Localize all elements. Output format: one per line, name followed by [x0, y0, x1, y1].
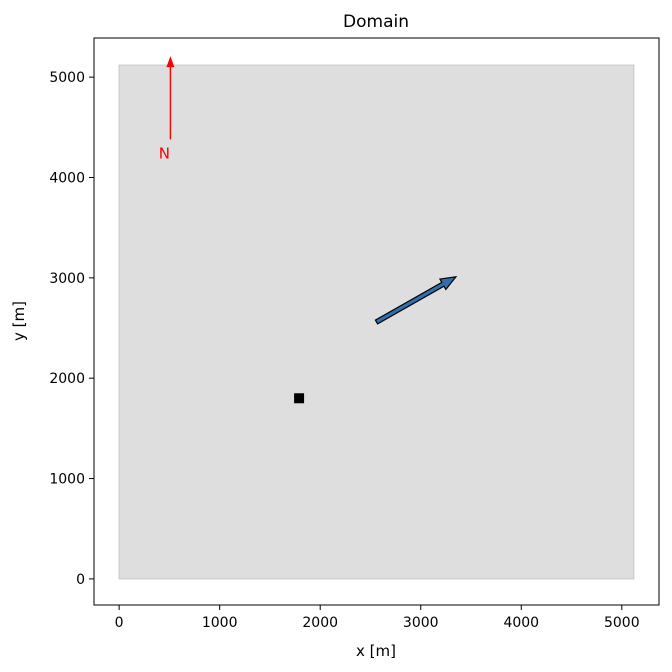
chart-title: Domain: [343, 12, 409, 32]
axes-frame: [93, 37, 660, 606]
y-tick-label: 3000: [49, 271, 85, 287]
y-tick-label: 4000: [49, 170, 85, 186]
y-tick-label: 2000: [49, 371, 85, 387]
x-tick-label: 0: [115, 615, 124, 631]
north-arrow-label: N: [159, 144, 170, 162]
wind-direction-arrow: [374, 276, 458, 325]
y-tick-label: 0: [76, 572, 85, 588]
x-tick-label: 2000: [302, 615, 338, 631]
y-axis-label: y [m]: [10, 301, 28, 341]
x-axis-label: x [m]: [356, 642, 396, 660]
north-arrow-head: [166, 56, 175, 68]
x-tick-label: 5000: [604, 615, 640, 631]
y-axis: 0 1000 2000 3000 4000 5000: [49, 70, 94, 588]
x-tick-label: 3000: [403, 615, 439, 631]
square-marker: [294, 393, 305, 404]
x-axis: 0 1000 2000 3000 4000 5000: [115, 605, 640, 631]
plot-area: N: [118, 56, 635, 580]
x-tick-label: 4000: [503, 615, 539, 631]
y-tick-label: 1000: [49, 472, 85, 488]
y-tick-label: 5000: [49, 70, 85, 86]
x-tick-label: 1000: [202, 615, 238, 631]
